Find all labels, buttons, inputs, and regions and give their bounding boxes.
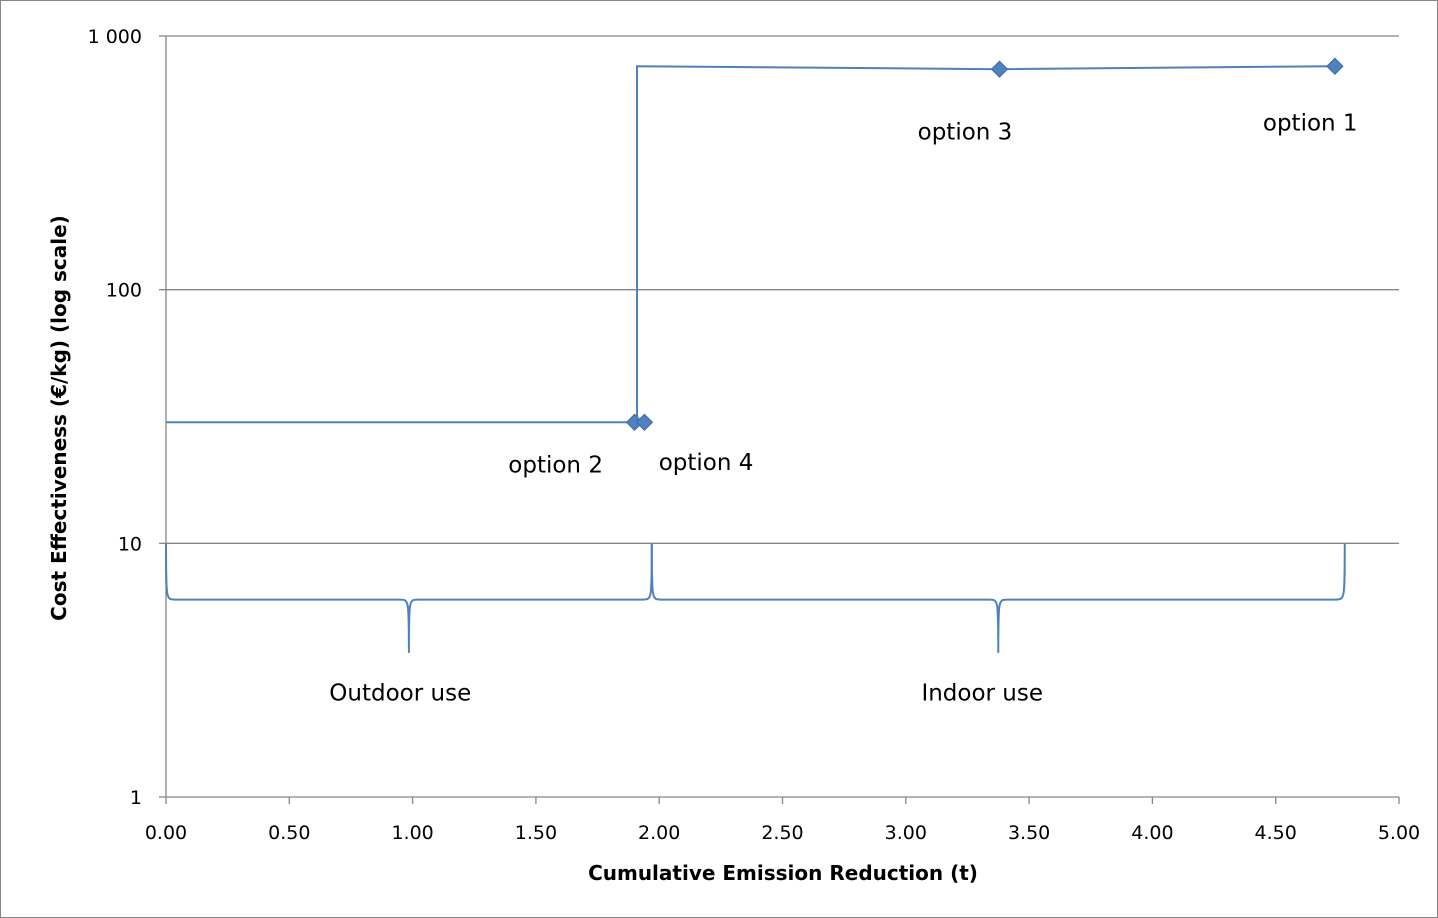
x-tick-label-9: 4.50	[1255, 822, 1297, 844]
x-tick-label-7: 3.50	[1008, 822, 1050, 844]
data-point-marker-3	[1326, 57, 1344, 75]
x-tick-label-5: 2.50	[761, 822, 803, 844]
x-tick-label-1: 0.50	[268, 822, 310, 844]
x-tick-label-10: 5.00	[1378, 822, 1420, 844]
axes	[159, 35, 1400, 804]
annotation-2: option 3	[918, 120, 1013, 146]
y-tick-label-2: 100	[106, 280, 142, 302]
y-tick-label-0: 1	[130, 787, 142, 809]
x-tick-label-8: 4.00	[1131, 822, 1173, 844]
data-point-marker-1	[635, 413, 654, 432]
annotation-5: Indoor use	[921, 681, 1043, 707]
x-axis-title: Cumulative Emission Reduction (t)	[588, 861, 978, 885]
x-tick-label-4: 2.00	[638, 822, 680, 844]
data-point-marker-2	[990, 60, 1009, 78]
x-tick-label-6: 3.00	[885, 822, 927, 844]
braces	[165, 543, 1346, 653]
brace-1	[650, 543, 1346, 653]
y-axis-title: Cost Effectiveness (€/kg) (log scale)	[47, 215, 71, 621]
gridlines	[166, 35, 1399, 544]
y-tick-label-3: 1 000	[88, 26, 142, 48]
annotations: option 2 option 4 option 3 option 1 Outdoor …	[329, 110, 1357, 706]
annotation-1: option 4	[659, 450, 754, 476]
markers	[625, 57, 1344, 432]
x-tick-label-3: 1.50	[515, 822, 557, 844]
x-tick-label-0: 0.00	[145, 822, 187, 844]
annotation-3: option 1	[1263, 110, 1358, 136]
series	[166, 65, 1335, 424]
y-tick-label-1: 10	[118, 533, 142, 555]
tick-labels: 1 10 100 1 000 0.00 0.50 1.00 1.50 2.00 2.50 3.00 3…	[88, 26, 1421, 844]
x-tick-label-2: 1.00	[391, 822, 433, 844]
annotation-0: option 2	[508, 453, 603, 479]
annotation-4: Outdoor use	[329, 681, 471, 707]
series-line-0	[166, 65, 1335, 424]
brace-0	[165, 543, 653, 653]
